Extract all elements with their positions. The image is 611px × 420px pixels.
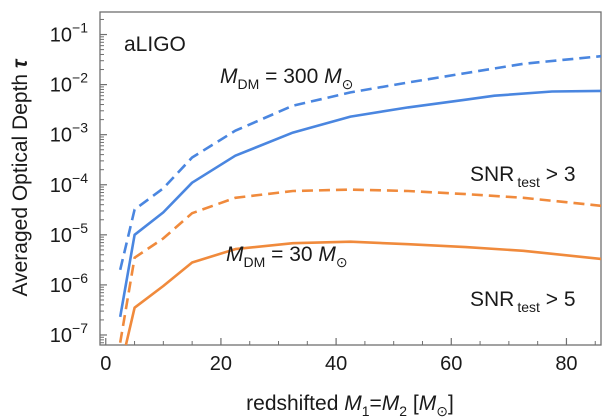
series-group — [118, 54, 601, 345]
y-tick-label: 10−3 — [50, 120, 88, 147]
y-tick-label: 10−4 — [50, 170, 88, 197]
y-tick-label: 10−1 — [50, 20, 88, 47]
x-tick-label: 60 — [440, 353, 462, 375]
dashed-series-line-2 — [118, 188, 601, 343]
axis-ticks: 0 20 40 60 80 10−1 10−2 10−3 10−4 10−5 10−6 10−7 — [50, 18, 596, 375]
x-tick-label: 40 — [325, 353, 347, 375]
y-axis-title: Averaged Optical Depth τ — [9, 58, 32, 296]
panel-label: aLIGO — [124, 33, 186, 56]
x-tick-label: 80 — [555, 353, 577, 375]
y-tick-label: 10−7 — [50, 320, 88, 347]
plot-frame — [99, 11, 602, 346]
x-tick-label: 0 — [100, 353, 111, 375]
annotation-snr-5: SNR test > 5 — [470, 288, 576, 315]
y-tick-label: 10−2 — [50, 70, 88, 97]
annotation-mdm-300: MDM = 300 M⊙ — [220, 65, 353, 92]
annotation-mdm-30: MDM = 30 M⊙ — [226, 243, 348, 270]
y-tick-label: 10−5 — [50, 220, 88, 247]
x-axis-title: redshifted M1=M2 [M⊙] — [246, 392, 454, 419]
annotation-snr-3: SNR test > 3 — [470, 163, 576, 190]
solid-series-line-1 — [118, 89, 601, 318]
x-tick-label: 20 — [210, 353, 232, 375]
dashed-series-line-0 — [118, 54, 601, 271]
solid-series-line-3 — [124, 240, 601, 345]
y-tick-label: 10−6 — [50, 270, 88, 297]
